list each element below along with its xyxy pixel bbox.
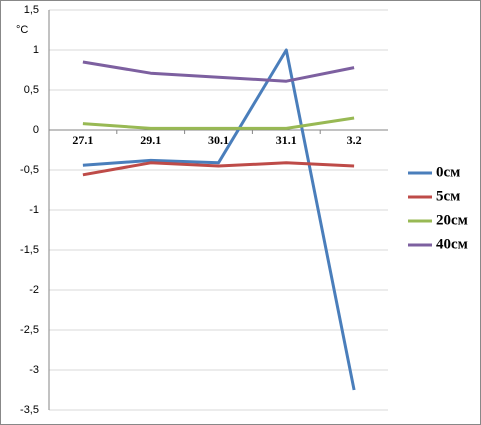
y-tick-label: -1,5 xyxy=(20,244,39,256)
line-series xyxy=(82,116,355,130)
x-tick-label: 29.1 xyxy=(140,133,161,147)
y-tick-label: 0,5 xyxy=(24,84,39,96)
x-tick-label: 31.1 xyxy=(276,133,297,147)
legend-label: 0см xyxy=(436,164,460,180)
legend-label: 40см xyxy=(436,236,468,252)
y-tick-label: 1 xyxy=(33,44,39,56)
y-tick-label: 1,5 xyxy=(24,4,39,16)
y-tick-label: -1 xyxy=(29,204,39,216)
line-series xyxy=(82,60,355,83)
y-tick-label: -2 xyxy=(29,284,39,296)
y-tick-label: -2,5 xyxy=(20,324,39,336)
y-tick-label: -3 xyxy=(29,364,39,376)
legend-label: 20см xyxy=(436,212,468,228)
y-tick-label: 0 xyxy=(33,124,39,136)
y-axis-label: °C xyxy=(16,24,28,36)
y-tick-label: -3,5 xyxy=(20,404,39,416)
line-series xyxy=(82,161,355,177)
legend-label: 5см xyxy=(436,188,460,204)
x-tick-label: 30.1 xyxy=(208,133,229,147)
x-tick-label: 3.2 xyxy=(347,133,362,147)
x-tick-label: 27.1 xyxy=(72,133,93,147)
y-tick-label: -0,5 xyxy=(20,164,39,176)
